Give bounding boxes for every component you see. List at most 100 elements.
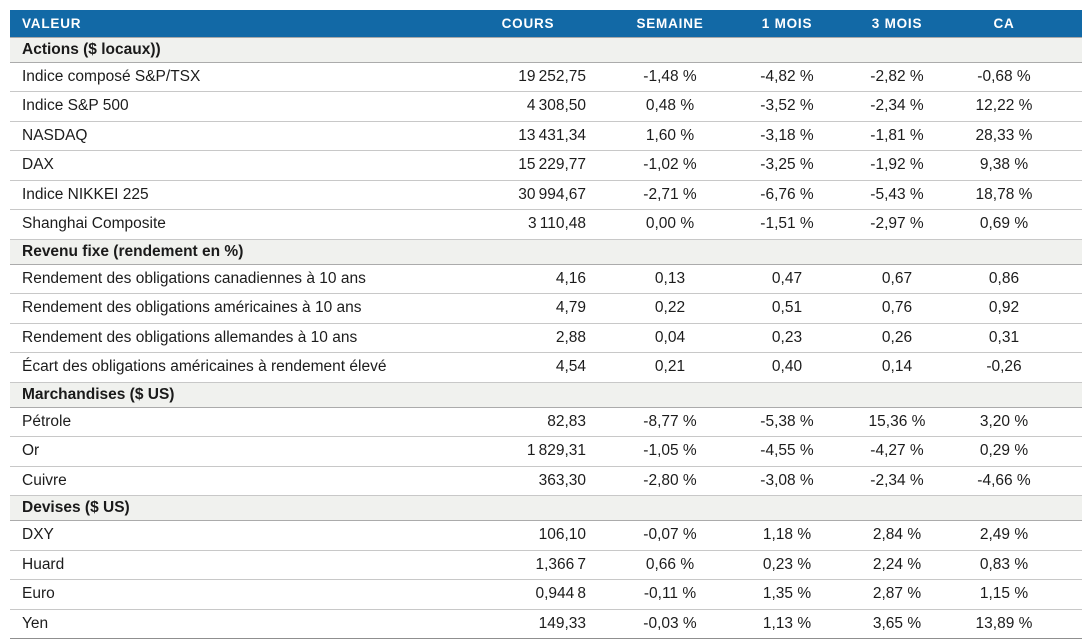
value-cell-mois1: 0,51: [732, 293, 842, 324]
value-cell-mois3: 3,65 %: [842, 609, 952, 639]
value-cell-mois1: 1,13 %: [732, 609, 842, 639]
row-label: Huard: [10, 550, 448, 580]
value-cell-cours: 82,83: [448, 407, 608, 437]
value-cell-mois3: 2,24 %: [842, 550, 952, 580]
row-label: DAX: [10, 150, 448, 181]
value-cell-semaine: -1,02 %: [608, 150, 732, 181]
value-cell-semaine: 0,21: [608, 352, 732, 383]
value-cell-semaine: -0,03 %: [608, 609, 732, 639]
value-cell-semaine: 0,48 %: [608, 91, 732, 122]
value-cell-semaine: 0,22: [608, 293, 732, 324]
value-cell-mois3: -2,82 %: [842, 62, 952, 92]
value-cell-semaine: -1,48 %: [608, 62, 732, 92]
value-cell-mois1: -3,08 %: [732, 466, 842, 496]
value-cell-semaine: 0,04: [608, 323, 732, 353]
value-cell-mois1: -4,55 %: [732, 436, 842, 467]
table-row: DAX 15 229,77 -1,02 % -3,25 % -1,92 % 9,38 %: [10, 150, 1082, 181]
value-cell-mois3: -2,34 %: [842, 91, 952, 122]
table-row: Indice NIKKEI 225 30 994,67 -2,71 % -6,76 %…: [10, 180, 1082, 210]
row-label: NASDAQ: [10, 121, 448, 151]
value-cell-mois3: 0,67: [842, 264, 952, 294]
header-row: VALEUR COURS SEMAINE 1 MOIS 3 MOIS CA: [10, 10, 1082, 37]
value-cell-mois1: -6,76 %: [732, 180, 842, 210]
column-header-mois1: 1 MOIS: [732, 10, 842, 37]
value-cell-mois1: -3,52 %: [732, 91, 842, 122]
value-cell-mois1: 0,23: [732, 323, 842, 353]
table-row: Rendement des obligations allemandes à 1…: [10, 323, 1082, 353]
value-cell-ca: -0,68 %: [952, 62, 1082, 92]
section-label: Devises ($ US): [22, 499, 130, 516]
value-cell-ca: -4,66 %: [952, 466, 1082, 496]
value-cell-semaine: 1,60 %: [608, 121, 732, 151]
section-label: Revenu fixe (rendement en %): [22, 242, 244, 260]
table-row: Rendement des obligations canadiennes à …: [10, 264, 1082, 294]
value-cell-mois3: -1,81 %: [842, 121, 952, 151]
value-cell-cours: 149,33: [448, 609, 608, 639]
section-label: Marchandises ($ US): [22, 385, 175, 403]
market-table: VALEUR COURS SEMAINE 1 MOIS 3 MOIS CA Actions…: [10, 10, 1082, 639]
section-header-row: Actions ($ locaux)): [10, 36, 1082, 63]
value-cell-cours: 0,944 8: [448, 579, 608, 610]
table-row: DXY 106,10 -0,07 % 1,18 % 2,84 % 2,49 %: [10, 520, 1082, 551]
value-cell-cours: 363,30: [448, 466, 608, 496]
section-header-row: Devises ($ US): [10, 495, 1082, 521]
value-cell-mois1: 1,35 %: [732, 579, 842, 610]
row-label: Indice composé S&P/TSX: [10, 62, 448, 92]
table-row: NASDAQ 13 431,34 1,60 % -3,18 % -1,81 % 28,33…: [10, 121, 1082, 151]
table-row: Pétrole 82,83 -8,77 % -5,38 % 15,36 % 3,20 %: [10, 407, 1082, 437]
value-cell-cours: 2,88: [448, 323, 608, 353]
table-row: Écart des obligations américaines à rend…: [10, 352, 1082, 383]
row-label: Indice NIKKEI 225: [10, 180, 448, 210]
table-row: Indice composé S&P/TSX 19 252,75 -1,48 % -4…: [10, 62, 1082, 92]
value-cell-ca: 13,89 %: [952, 609, 1082, 639]
value-cell-cours: 4,54: [448, 352, 608, 383]
value-cell-mois3: 0,26: [842, 323, 952, 353]
value-cell-mois1: -1,51 %: [732, 209, 842, 240]
value-cell-ca: 0,29 %: [952, 436, 1082, 467]
section-label: Actions ($ locaux)): [22, 40, 161, 58]
table-row: Indice S&P 500 4 308,50 0,48 % -3,52 % -2,34…: [10, 91, 1082, 122]
value-cell-ca: 12,22 %: [952, 91, 1082, 122]
value-cell-mois1: 0,47: [732, 264, 842, 294]
value-cell-mois3: 0,76: [842, 293, 952, 324]
value-cell-mois3: -1,92 %: [842, 150, 952, 181]
column-header-cours: COURS: [448, 10, 608, 37]
value-cell-cours: 1,366 7: [448, 550, 608, 580]
value-cell-mois3: -5,43 %: [842, 180, 952, 210]
value-cell-ca: 18,78 %: [952, 180, 1082, 210]
row-label: Or: [10, 436, 448, 467]
value-cell-cours: 13 431,34: [448, 121, 608, 151]
value-cell-ca: 0,86: [952, 264, 1082, 294]
section-header-row: Revenu fixe (rendement en %): [10, 238, 1082, 265]
row-label: DXY: [10, 520, 448, 551]
value-cell-mois1: 0,23 %: [732, 550, 842, 580]
row-label: Écart des obligations américaines à rend…: [10, 352, 448, 383]
value-cell-semaine: -2,80 %: [608, 466, 732, 496]
value-cell-ca: 2,49 %: [952, 520, 1082, 551]
value-cell-mois1: 1,18 %: [732, 520, 842, 551]
value-cell-mois3: 2,87 %: [842, 579, 952, 610]
value-cell-semaine: -1,05 %: [608, 436, 732, 467]
market-table-header: VALEUR COURS SEMAINE 1 MOIS 3 MOIS CA: [10, 10, 1082, 37]
value-cell-ca: 0,31: [952, 323, 1082, 353]
value-cell-ca: 1,15 %: [952, 579, 1082, 610]
value-cell-ca: 0,83 %: [952, 550, 1082, 580]
value-cell-cours: 30 994,67: [448, 180, 608, 210]
row-label: Yen: [10, 609, 448, 639]
value-cell-mois1: -3,25 %: [732, 150, 842, 181]
value-cell-ca: -0,26: [952, 352, 1082, 383]
value-cell-semaine: 0,13: [608, 264, 732, 294]
value-cell-cours: 4,16: [448, 264, 608, 294]
value-cell-semaine: -0,11 %: [608, 579, 732, 610]
value-cell-mois1: -3,18 %: [732, 121, 842, 151]
value-cell-cours: 4,79: [448, 293, 608, 324]
value-cell-ca: 3,20 %: [952, 407, 1082, 437]
value-cell-mois1: -4,82 %: [732, 62, 842, 92]
table-row: Yen 149,33 -0,03 % 1,13 % 3,65 % 13,89 %: [10, 609, 1082, 639]
value-cell-mois1: -5,38 %: [732, 407, 842, 437]
column-header-mois3: 3 MOIS: [842, 10, 952, 37]
table-row: Shanghai Composite 3 110,48 0,00 % -1,51 % -…: [10, 209, 1082, 240]
table-row: Rendement des obligations américaines à …: [10, 293, 1082, 324]
row-label: Pétrole: [10, 407, 448, 437]
value-cell-semaine: -2,71 %: [608, 180, 732, 210]
